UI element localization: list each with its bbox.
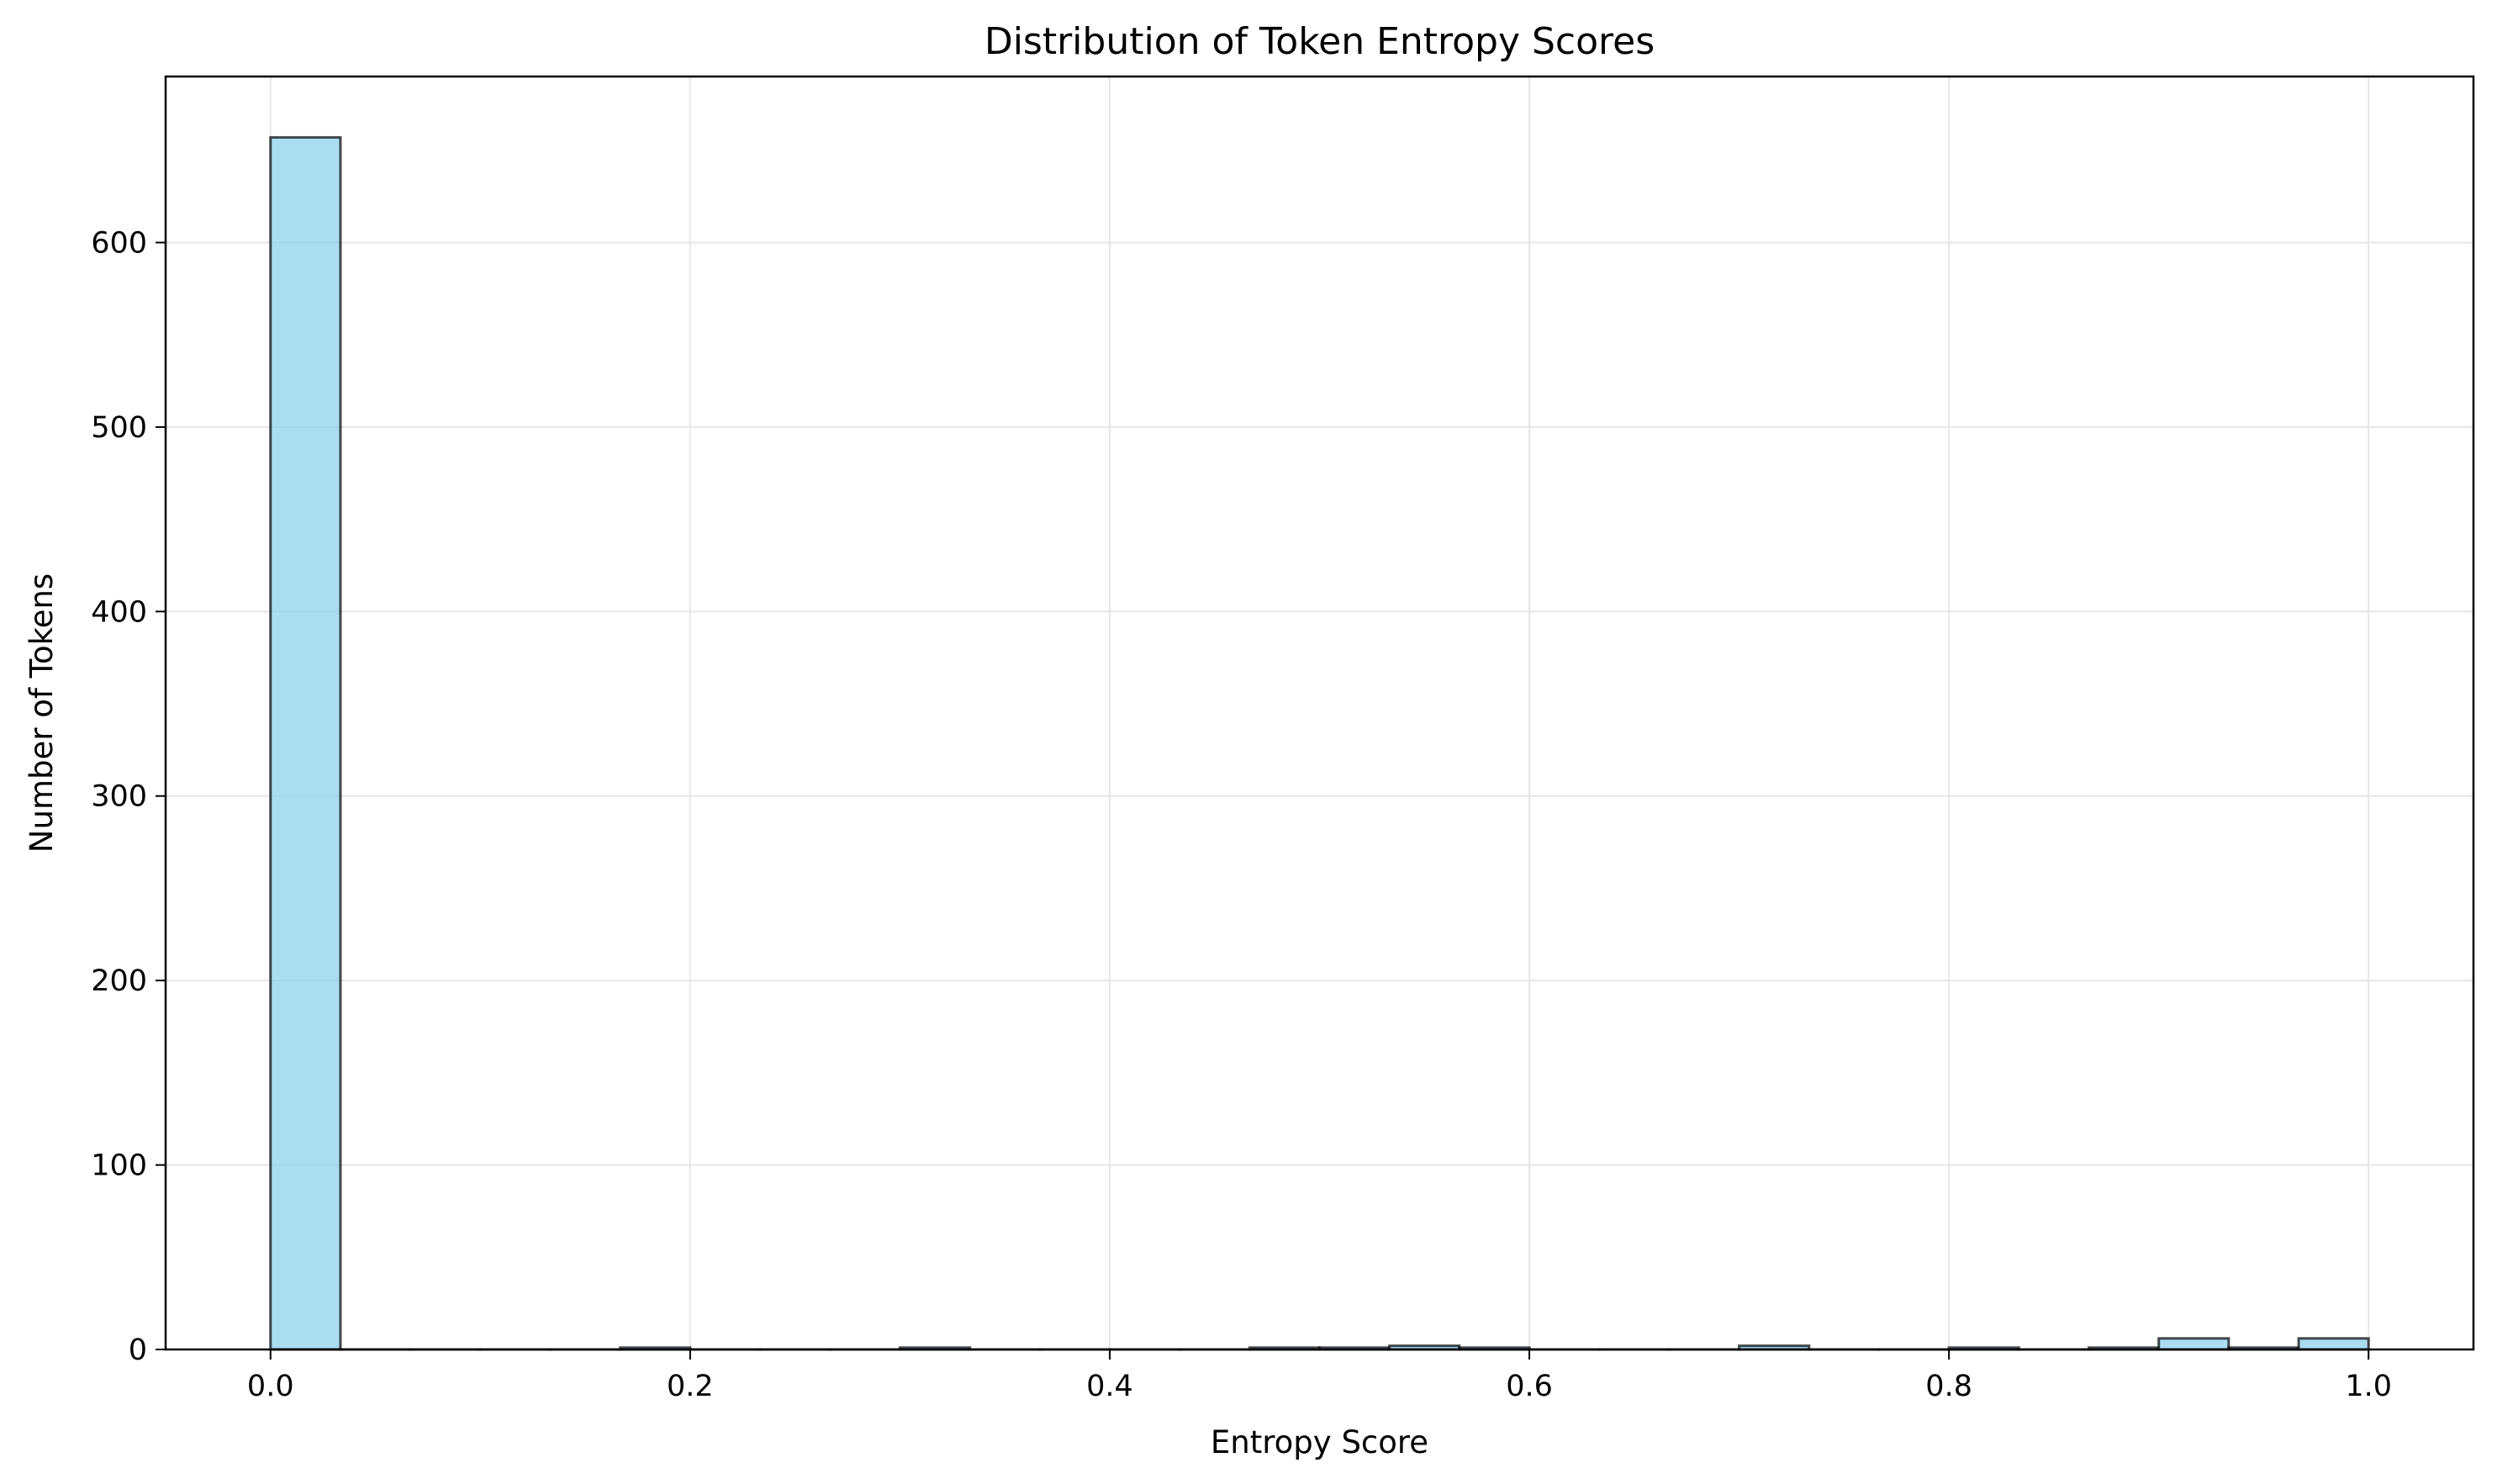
x-axis-label: Entropy Score [1211, 1424, 1428, 1460]
y-tick-label: 400 [91, 595, 147, 629]
plot-frame [164, 75, 2475, 1351]
y-tick-label: 200 [91, 964, 147, 998]
y-tick-label: 100 [91, 1149, 147, 1183]
x-tick-label: 0.2 [667, 1370, 714, 1403]
x-tick-label: 0.8 [1925, 1370, 1972, 1403]
axis-ticks: 0.0 0.2 0.4 0.6 0.8 1.0 0 100 200 300 400 500 600 [91, 226, 2392, 1403]
grid-lines [166, 77, 2473, 1350]
y-tick-label: 0 [129, 1333, 147, 1367]
x-tick-label: 0.6 [1506, 1370, 1553, 1403]
x-tick-label: 0.4 [1086, 1370, 1133, 1403]
y-axis-label: Number of Tokens [24, 573, 60, 853]
y-tick-label: 300 [91, 780, 147, 814]
x-tick-label: 0.0 [247, 1370, 294, 1403]
y-tick-label: 500 [91, 411, 147, 445]
histogram-bar-0 [269, 135, 342, 1351]
y-tick-label: 600 [91, 226, 147, 260]
histogram-bar-27 [2157, 1337, 2230, 1351]
chart-title: Distribution of Token Entropy Scores [985, 20, 1655, 63]
x-tick-label: 1.0 [2345, 1370, 2392, 1403]
histogram-bar-29 [2297, 1337, 2370, 1351]
